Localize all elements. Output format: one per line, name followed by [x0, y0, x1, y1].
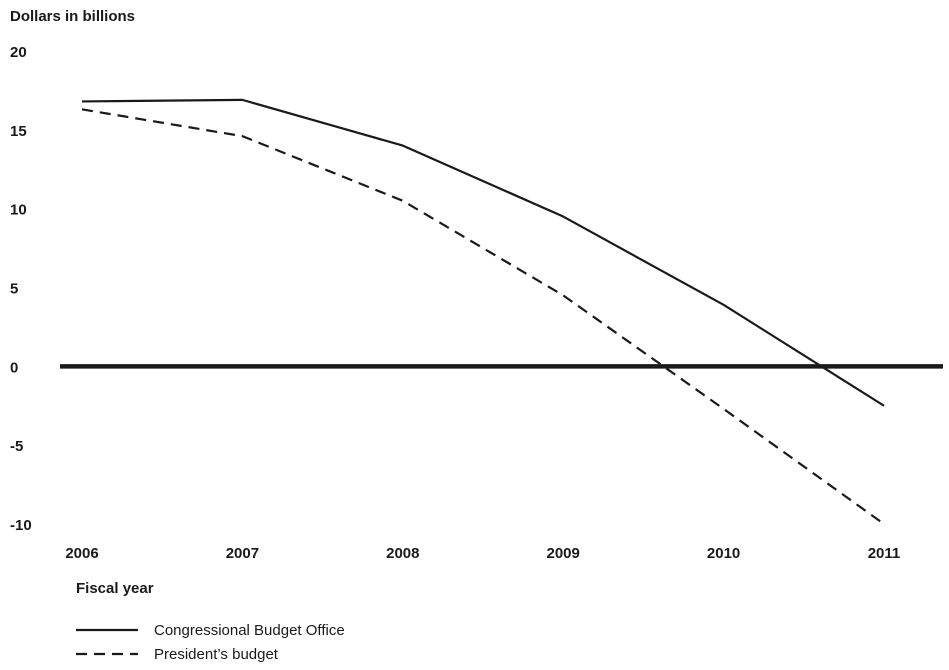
- y-tick-label: -5: [10, 438, 23, 455]
- x-tick-label: 2009: [547, 545, 580, 562]
- x-tick-label: 2007: [226, 545, 259, 562]
- y-axis-title: Dollars in billions: [10, 8, 136, 25]
- line-chart: 20 15 10 5 0 -5 -10 2006 2007 2008 2009 2010 2011: [10, 44, 943, 562]
- y-tick-label: 20: [10, 44, 27, 61]
- legend-label-cbo: Congressional Budget Office: [154, 622, 345, 639]
- legend-swatch-solid: [76, 628, 138, 632]
- x-tick-label: 2006: [65, 545, 98, 562]
- x-tick-label: 2010: [707, 545, 740, 562]
- y-tick-label: 0: [10, 359, 18, 376]
- y-tick-label: 5: [10, 281, 18, 298]
- series-line-cbo: [81, 98, 885, 407]
- y-tick-label: 10: [10, 202, 27, 219]
- y-tick-label: -10: [10, 517, 32, 534]
- x-tick-label: 2011: [868, 545, 901, 562]
- legend-label-president: President’s budget: [154, 646, 278, 663]
- series-line-president: [81, 108, 885, 525]
- x-axis-title: Fiscal year: [76, 580, 154, 597]
- legend-swatch-dashed: [76, 652, 138, 656]
- y-tick-label: 15: [10, 123, 27, 140]
- x-tick-label: 2008: [386, 545, 419, 562]
